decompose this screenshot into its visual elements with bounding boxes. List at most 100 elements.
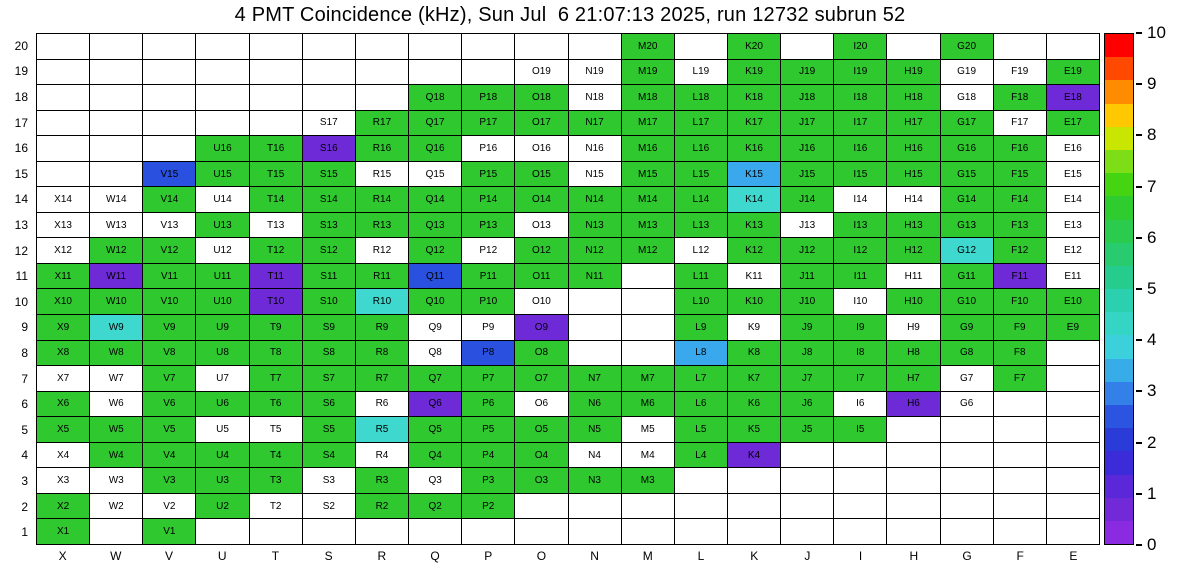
heatmap-cell-H14: H14 (887, 187, 940, 212)
heatmap-cell-S12: S12 (302, 238, 355, 263)
heatmap-cell-L15: L15 (674, 161, 727, 187)
x-axis-label-T: T (271, 549, 280, 563)
heatmap-cell-J12: J12 (781, 238, 834, 263)
heatmap-cell-V14: V14 (143, 187, 196, 212)
heatmap-cell-G8: G8 (940, 340, 993, 366)
heatmap-cell-Q12: Q12 (409, 238, 462, 263)
colorbar-band-0 (1105, 34, 1133, 58)
heatmap-cell-empty (1046, 519, 1099, 544)
colorbar-tick-label-5: 5 (1147, 279, 1157, 298)
x-axis-label-W: W (110, 549, 122, 563)
heatmap-cell-M5: M5 (621, 417, 674, 442)
heatmap-cell-V5: V5 (143, 417, 196, 442)
heatmap-cell-U11: U11 (196, 263, 249, 289)
heatmap-cell-U3: U3 (196, 468, 249, 493)
heatmap-cell-O10: O10 (515, 289, 568, 315)
heatmap-cell-R4: R4 (355, 442, 409, 468)
heatmap-cell-W10: W10 (90, 289, 143, 315)
heatmap-cell-empty (834, 493, 887, 519)
heatmap-cell-empty (568, 34, 621, 59)
heatmap-cell-empty (515, 34, 568, 59)
heatmap-cell-empty (834, 519, 887, 544)
heatmap-cell-K8: K8 (727, 340, 781, 366)
colorbar-tick-label-1: 1 (1147, 483, 1157, 503)
heatmap-cell-O9: O9 (515, 315, 568, 340)
heatmap-cell-W3: W3 (90, 468, 143, 493)
heatmap-cell-E15: E15 (1046, 161, 1099, 187)
heatmap-cell-T2: T2 (249, 493, 302, 519)
heatmap-cell-P5: P5 (462, 417, 515, 442)
heatmap-cell-P15: P15 (462, 161, 515, 187)
heatmap-cell-empty (249, 59, 302, 85)
heatmap-cell-empty (887, 442, 940, 468)
y-axis-labels: 20 19 18 17 16 15 14 13 12 11 10 9 8 7 6 5 4 3 2 1 (0, 33, 31, 545)
heatmap-cell-J7: J7 (781, 366, 834, 391)
heatmap-cell-N5: N5 (568, 417, 621, 442)
heatmap-cell-empty (302, 34, 355, 59)
heatmap-cell-empty (249, 85, 302, 110)
heatmap-cell-V4: V4 (143, 442, 196, 468)
heatmap-cell-S4: S4 (302, 442, 355, 468)
heatmap-cell-L7: L7 (674, 366, 727, 391)
heatmap-cell-M15: M15 (621, 161, 674, 187)
heatmap-cell-empty (993, 391, 1046, 417)
heatmap-cell-P11: P11 (462, 263, 515, 289)
heatmap-cell-empty (37, 34, 90, 59)
heatmap-cell-empty (568, 340, 621, 366)
heatmap-cell-V1: V1 (143, 519, 196, 544)
heatmap-cell-U5: U5 (196, 417, 249, 442)
heatmap-cell-G19: G19 (940, 59, 993, 85)
heatmap-cell-M16: M16 (621, 136, 674, 161)
heatmap-cell-K20: K20 (727, 34, 781, 59)
heatmap-cell-H15: H15 (887, 161, 940, 187)
heatmap-cell-N7: N7 (568, 366, 621, 391)
x-axis-label-O: O (536, 549, 547, 563)
heatmap-cell-N14: N14 (568, 187, 621, 212)
heatmap-cell-G20: G20 (940, 34, 993, 59)
x-axis-label-F: F (1016, 549, 1024, 563)
y-axis-label-9: 9 (21, 320, 28, 335)
heatmap-cell-R15: R15 (355, 161, 409, 187)
heatmap-cell-Q4: Q4 (409, 442, 462, 468)
heatmap-cell-J5: J5 (781, 417, 834, 442)
heatmap-cell-J10: J10 (781, 289, 834, 315)
heatmap-cell-U7: U7 (196, 366, 249, 391)
heatmap-cell-empty (781, 468, 834, 493)
heatmap-cell-K17: K17 (727, 110, 781, 136)
heatmap-cell-empty (1046, 417, 1099, 442)
heatmap-cell-empty (462, 519, 515, 544)
heatmap-cell-empty (781, 493, 834, 519)
heatmap-cell-U14: U14 (196, 187, 249, 212)
heatmap-cell-Q16: Q16 (409, 136, 462, 161)
y-axis-label-4: 4 (21, 448, 28, 463)
heatmap-cell-R16: R16 (355, 136, 409, 161)
heatmap-cell-empty (727, 468, 781, 493)
heatmap-cell-N19: N19 (568, 59, 621, 85)
heatmap-cell-J18: J18 (781, 85, 834, 110)
heatmap-cell-U4: U4 (196, 442, 249, 468)
heatmap-cell-X4: X4 (37, 442, 90, 468)
y-axis-label-2: 2 (21, 499, 28, 514)
heatmap-cell-P10: P10 (462, 289, 515, 315)
heatmap-cell-R10: R10 (355, 289, 409, 315)
chart-title: 4 PMT Coincidence (kHz), Sun Jul 6 21:07… (234, 4, 906, 26)
heatmap-cell-G10: G10 (940, 289, 993, 315)
heatmap-cell-F17: F17 (993, 110, 1046, 136)
heatmap-cell-I6: I6 (834, 391, 887, 417)
colorbar-band-13 (1105, 335, 1133, 359)
heatmap-cell-N17: N17 (568, 110, 621, 136)
y-axis-label-12: 12 (14, 243, 28, 258)
heatmap-cell-E18: E18 (1046, 85, 1099, 110)
heatmap-cell-X5: X5 (37, 417, 90, 442)
heatmap-cell-I19: I19 (834, 59, 887, 85)
heatmap-cell-empty (37, 136, 90, 161)
heatmap-cell-empty (993, 34, 1046, 59)
heatmap-cell-empty (462, 34, 515, 59)
heatmap-cell-H12: H12 (887, 238, 940, 263)
heatmap-cell-F12: F12 (993, 238, 1046, 263)
heatmap-cell-O13: O13 (515, 212, 568, 238)
heatmap-cell-empty (940, 442, 993, 468)
heatmap-cell-L9: L9 (674, 315, 727, 340)
heatmap-cell-L12: L12 (674, 238, 727, 263)
heatmap-cell-O11: O11 (515, 263, 568, 289)
